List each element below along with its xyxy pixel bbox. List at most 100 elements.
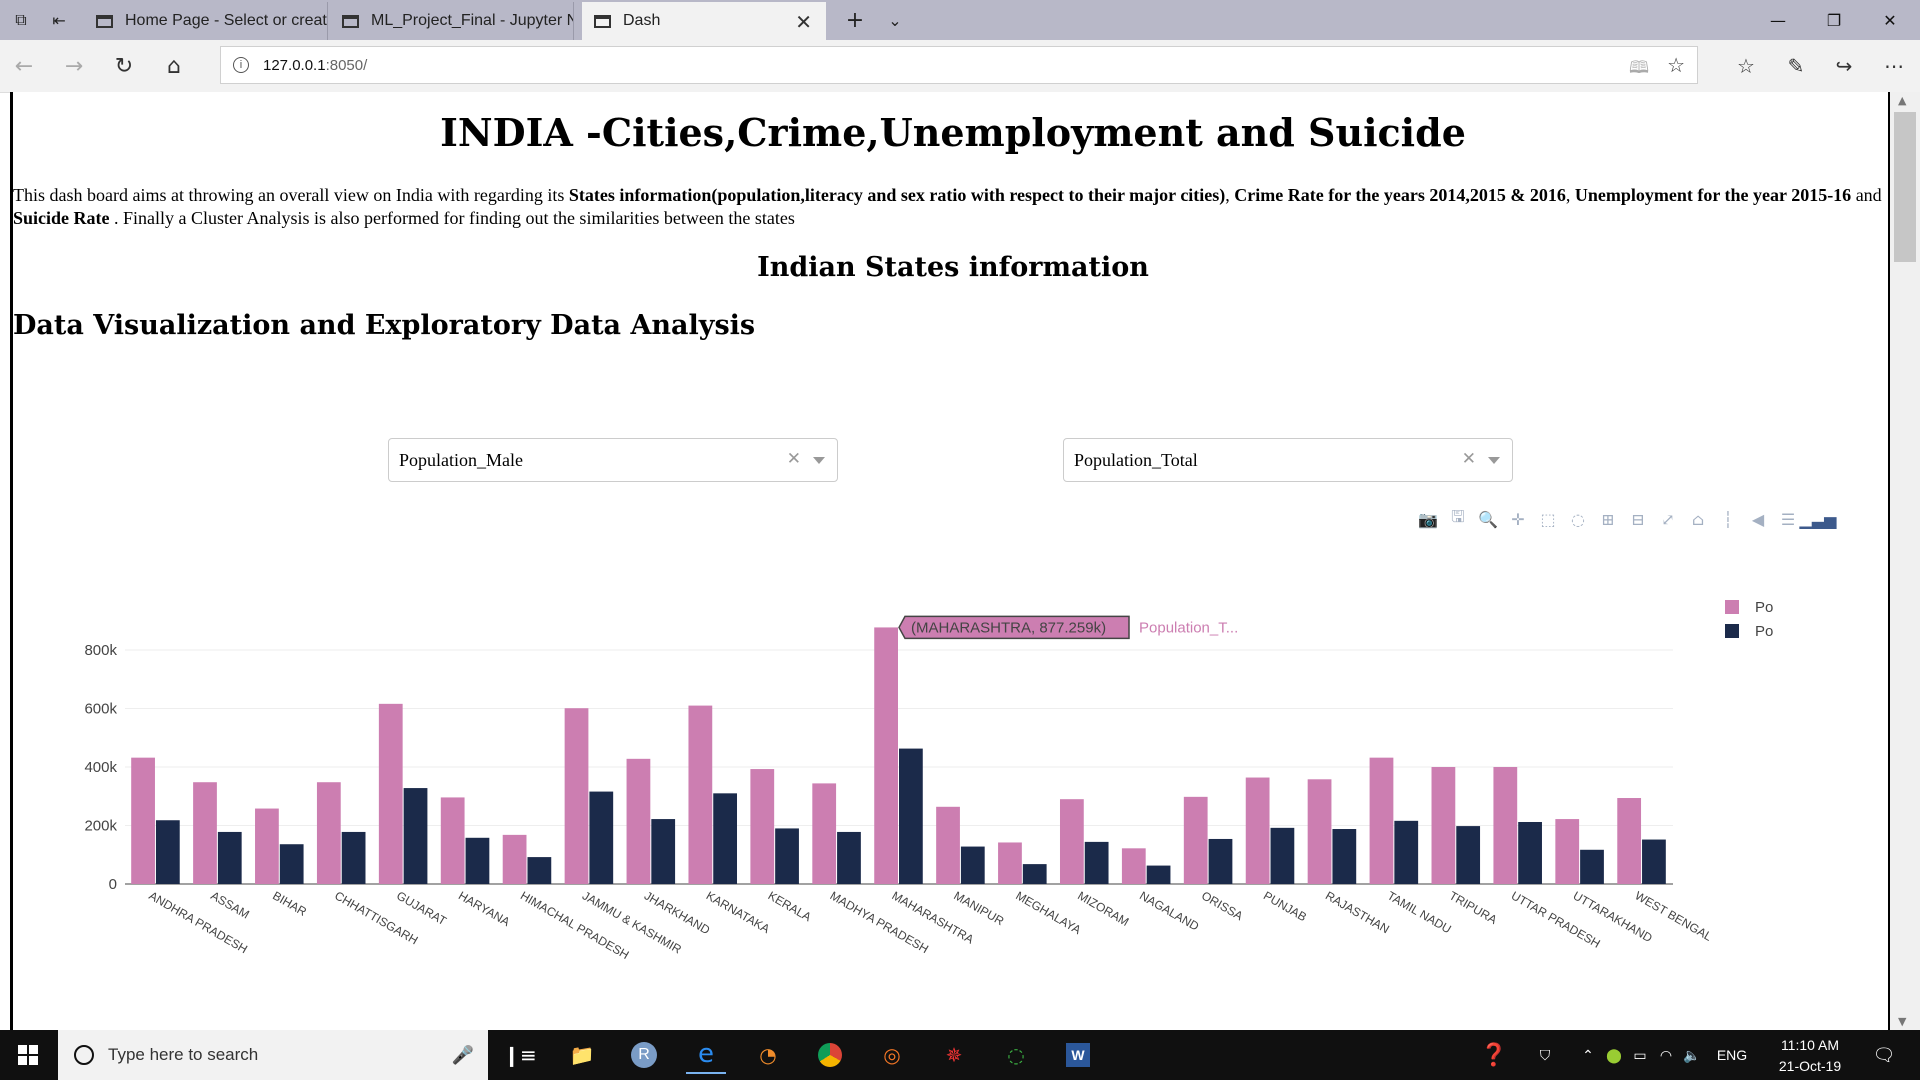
spider-icon[interactable]: ✵ (945, 1043, 963, 1067)
volume-icon[interactable]: 🔈 (1683, 1046, 1701, 1063)
page-title: INDIA -Cities,Crime,Unemployment and Sui… (440, 110, 1466, 155)
task-view-icon[interactable]: ❙≡ (503, 1043, 537, 1067)
clock-time: 11:10 AM (1780, 1037, 1840, 1053)
section-title-eda: Data Visualization and Exploratory Data … (13, 310, 756, 341)
notifications-icon[interactable]: 🗨 (1872, 1044, 1896, 1065)
bar-population-total (1431, 767, 1456, 884)
battery-icon[interactable]: ▭ (1633, 1046, 1647, 1063)
edge-browser-icon[interactable]: e (686, 1036, 726, 1074)
caret-down-icon[interactable] (1488, 457, 1500, 464)
app-icon[interactable]: ◔ (759, 1043, 777, 1067)
dropdown-right[interactable]: Population_Total ✕ (1063, 438, 1513, 482)
wifi-icon[interactable]: ◠ (1659, 1046, 1673, 1063)
bar-population-total (812, 783, 837, 884)
intro-text: This dash board aims at throwing an over… (13, 185, 569, 205)
bar-population-male (775, 828, 799, 884)
bar-population-total (378, 703, 403, 884)
autoscale-icon[interactable]: ⤢ (1661, 509, 1675, 529)
share-icon[interactable]: ↪ (1835, 54, 1853, 78)
x-tick-label: ORISSA (1199, 888, 1245, 923)
anaconda-icon[interactable]: ◌ (1007, 1043, 1025, 1067)
lasso-icon[interactable]: ◌ (1571, 509, 1585, 529)
scrollbar-thumb[interactable] (1894, 112, 1916, 262)
bar-population-total (1555, 819, 1580, 884)
bar-population-total (750, 769, 775, 884)
help-icon[interactable]: ❓ (1480, 1042, 1508, 1067)
clear-icon[interactable]: ✕ (786, 449, 801, 468)
bar-population-total (255, 808, 279, 884)
bar-population-total (1307, 779, 1332, 884)
x-tick-label: RAJASTHAN (1323, 888, 1392, 936)
chevron-up-icon[interactable]: ⌃ (1582, 1046, 1594, 1063)
clear-icon[interactable]: ✕ (1461, 449, 1476, 468)
close-icon[interactable]: ✕ (795, 12, 812, 34)
back-icon[interactable]: ← (14, 53, 34, 79)
bar-population-male (1084, 841, 1109, 884)
minimize-icon[interactable]: — (1770, 10, 1786, 30)
word-icon[interactable]: W (1058, 1036, 1098, 1074)
caret-down-icon[interactable] (813, 457, 825, 464)
new-tab-icon[interactable]: + (845, 7, 865, 33)
chrome-icon[interactable] (810, 1036, 850, 1074)
intro-bold: Suicide Rate (13, 208, 110, 228)
camera-icon[interactable]: 📷 (1418, 509, 1438, 529)
tab-dash[interactable]: Dash ✕ (582, 2, 826, 40)
tab-home-page[interactable]: Home Page - Select or creat (84, 2, 328, 40)
taskbar-clock[interactable]: 11:10 AM 21-Oct-19 (1760, 1035, 1860, 1077)
intro-paragraph: This dash board aims at throwing an over… (13, 184, 1888, 230)
save-icon[interactable]: 🖫 (1451, 506, 1465, 526)
close-window-icon[interactable]: ✕ (1883, 10, 1897, 30)
zoom-icon[interactable]: 🔍 (1478, 509, 1498, 529)
zoom-out-icon[interactable]: ⊟ (1631, 509, 1645, 529)
dropdown-left[interactable]: Population_Male ✕ (388, 438, 838, 482)
tab-jupyter[interactable]: ML_Project_Final - Jupyter N (330, 2, 574, 40)
tab-preview-icon[interactable]: ⧉ (15, 10, 27, 29)
pen-icon[interactable]: ✎ (1787, 54, 1805, 78)
page-scrollbar[interactable]: ▲ ▼ (1890, 92, 1920, 1030)
r-app-icon[interactable]: R (624, 1036, 664, 1074)
x-tick-label: TRIPURA (1447, 888, 1500, 926)
scroll-up-icon[interactable]: ▲ (1898, 94, 1907, 107)
set-aside-tabs-icon[interactable]: ⇤ (52, 10, 66, 30)
star-icon[interactable]: ☆ (1667, 55, 1685, 77)
more-icon[interactable]: ⋯ (1884, 54, 1904, 78)
cortana-icon (74, 1045, 94, 1065)
reset-axes-icon[interactable]: ⌂ (1691, 509, 1705, 529)
bar-population-male (1642, 839, 1666, 884)
restore-icon[interactable]: ❐ (1826, 10, 1842, 30)
bar-population-male (837, 831, 861, 884)
info-icon[interactable]: i (233, 57, 249, 73)
hover-compare-icon[interactable]: ☰ (1780, 509, 1796, 529)
x-tick-label: KERALA (766, 888, 814, 924)
x-tick-label: ASSAM (208, 888, 251, 921)
chart-legend[interactable]: Population_Total Population_Male (1725, 599, 1773, 640)
language-indicator[interactable]: ENG (1716, 1047, 1748, 1063)
box-select-icon[interactable]: ⬚ (1540, 509, 1556, 529)
tooltip-box (898, 615, 1130, 640)
pan-icon[interactable]: ✛ (1511, 509, 1525, 529)
taskbar-search-input[interactable]: Type here to search 🎤 (58, 1030, 488, 1080)
file-explorer-icon[interactable]: 📁 (569, 1043, 595, 1067)
microphone-icon[interactable]: 🎤 (451, 1044, 474, 1065)
refresh-icon[interactable]: ↻ (114, 53, 134, 79)
update-icon[interactable]: ⬤ (1606, 1046, 1622, 1063)
bar-population-male (217, 831, 242, 884)
hover-closest-icon[interactable]: ◀ (1751, 509, 1765, 529)
jupyter-icon[interactable]: ◎ (883, 1043, 901, 1067)
forward-icon[interactable]: → (64, 53, 84, 79)
spike-lines-icon[interactable]: ┆ (1723, 509, 1733, 529)
people-icon[interactable]: ⛉ (1539, 1046, 1551, 1063)
windows-start-icon[interactable] (0, 1030, 56, 1080)
y-tick-label: 0 (109, 876, 117, 893)
reading-view-icon[interactable]: 🕮 (1628, 58, 1649, 77)
chevron-down-icon[interactable]: ⌄ (888, 10, 902, 30)
windows-taskbar: Type here to search 🎤 ❙≡ 📁 R e ◔ ◎ ✵ ◌ W… (0, 1030, 1920, 1080)
zoom-in-icon[interactable]: ⊞ (1601, 509, 1615, 529)
x-tick-label: GUJARAT (394, 888, 449, 928)
url-input[interactable]: i 127.0.0.1:8050/ 🕮 ☆ (220, 46, 1698, 84)
favorites-icon[interactable]: ☆ (1737, 54, 1755, 78)
scroll-down-icon[interactable]: ▼ (1898, 1015, 1907, 1028)
plotly-logo-icon[interactable]: ▁▃▅ (1799, 509, 1837, 529)
home-icon[interactable]: ⌂ (167, 53, 181, 79)
tab-label: Home Page - Select or creat (125, 12, 327, 29)
